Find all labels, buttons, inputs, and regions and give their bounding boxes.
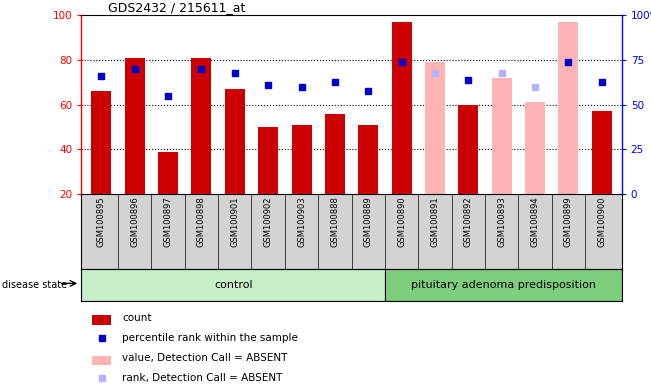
Text: GSM100895: GSM100895 bbox=[97, 196, 106, 247]
Bar bbox=[125, 58, 145, 194]
Text: GSM100901: GSM100901 bbox=[230, 196, 240, 247]
Bar bbox=[91, 91, 111, 194]
Bar bbox=[385, 269, 622, 301]
Text: rank, Detection Call = ABSENT: rank, Detection Call = ABSENT bbox=[122, 373, 283, 383]
Bar bbox=[492, 78, 512, 194]
Text: GSM100889: GSM100889 bbox=[364, 196, 373, 247]
Bar bbox=[225, 89, 245, 194]
Text: GSM100896: GSM100896 bbox=[130, 196, 139, 247]
Bar bbox=[292, 125, 312, 194]
Bar bbox=[358, 125, 378, 194]
Text: GSM100894: GSM100894 bbox=[531, 196, 540, 247]
Text: GSM100903: GSM100903 bbox=[297, 196, 306, 247]
Bar bbox=[559, 22, 578, 194]
Text: GSM100900: GSM100900 bbox=[597, 196, 606, 247]
Text: GSM100892: GSM100892 bbox=[464, 196, 473, 247]
Text: GDS2432 / 215611_at: GDS2432 / 215611_at bbox=[108, 1, 246, 14]
Text: GSM100898: GSM100898 bbox=[197, 196, 206, 247]
Bar bbox=[92, 316, 111, 325]
Text: GSM100902: GSM100902 bbox=[264, 196, 273, 247]
Bar bbox=[92, 356, 111, 366]
Bar bbox=[592, 111, 612, 194]
Text: pituitary adenoma predisposition: pituitary adenoma predisposition bbox=[411, 280, 596, 290]
Text: count: count bbox=[122, 313, 152, 323]
Text: control: control bbox=[214, 280, 253, 290]
Bar bbox=[425, 62, 445, 194]
Text: value, Detection Call = ABSENT: value, Detection Call = ABSENT bbox=[122, 353, 287, 363]
Text: percentile rank within the sample: percentile rank within the sample bbox=[122, 333, 298, 343]
Bar bbox=[191, 58, 212, 194]
Bar bbox=[158, 152, 178, 194]
Text: disease state: disease state bbox=[2, 280, 67, 290]
Text: GSM100893: GSM100893 bbox=[497, 196, 506, 247]
Text: GSM100888: GSM100888 bbox=[330, 196, 339, 247]
Bar bbox=[525, 103, 545, 194]
Text: GSM100899: GSM100899 bbox=[564, 196, 573, 247]
Bar bbox=[81, 269, 385, 301]
Text: GSM100890: GSM100890 bbox=[397, 196, 406, 247]
Bar bbox=[458, 104, 478, 194]
Text: GSM100891: GSM100891 bbox=[430, 196, 439, 247]
Bar bbox=[258, 127, 278, 194]
Bar bbox=[391, 22, 411, 194]
Bar bbox=[325, 114, 345, 194]
Text: GSM100897: GSM100897 bbox=[163, 196, 173, 247]
